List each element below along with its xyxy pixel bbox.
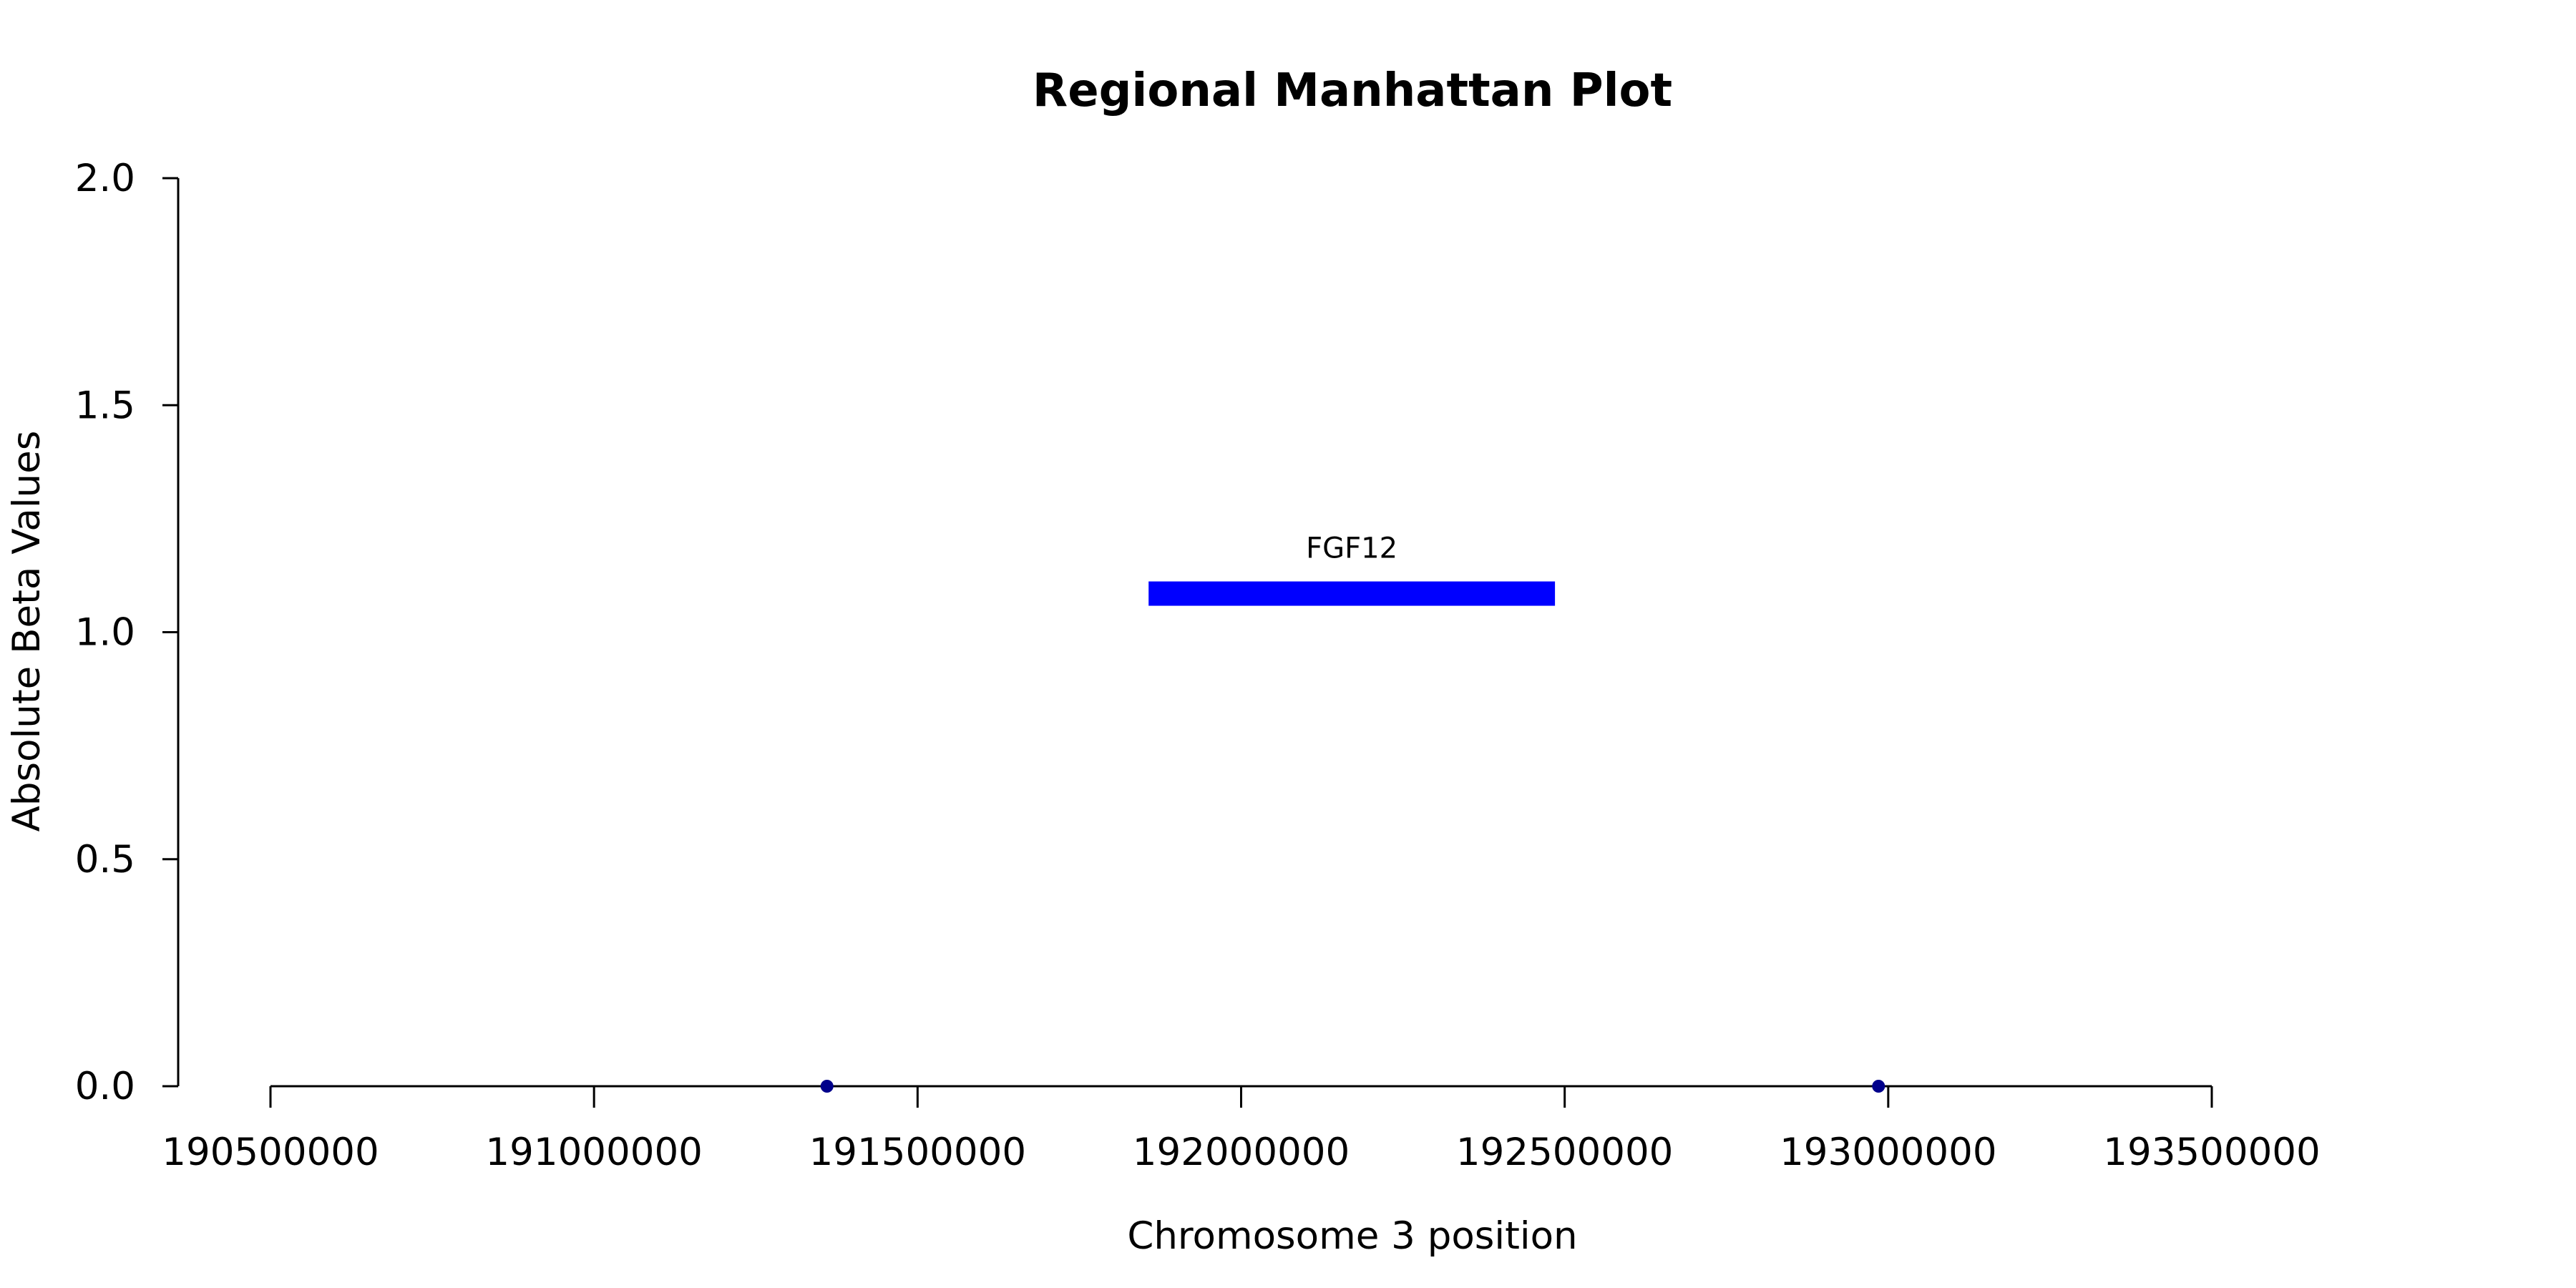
gene-bar xyxy=(1148,581,1556,606)
x-tick-label: 191500000 xyxy=(809,1131,1026,1174)
y-axis-label: Absolute Beta Values xyxy=(5,431,49,832)
data-points xyxy=(820,1080,1885,1093)
chart-title: Regional Manhattan Plot xyxy=(1033,64,1672,117)
data-point xyxy=(1872,1080,1885,1093)
y-tick-label: 1.0 xyxy=(75,611,135,655)
x-axis: 190500000 191000000 191500000 192000000 1925… xyxy=(162,1085,2321,1174)
x-tick-label: 193000000 xyxy=(1780,1131,1996,1174)
x-tick-label: 192000000 xyxy=(1133,1131,1350,1174)
x-axis-label: Chromosome 3 position xyxy=(1127,1214,1577,1258)
x-tick-label: 192500000 xyxy=(1456,1131,1673,1174)
data-point xyxy=(820,1080,834,1093)
x-tick-label: 193500000 xyxy=(2103,1131,2320,1174)
x-tick-label: 190500000 xyxy=(162,1131,379,1174)
y-axis: 0.0 0.5 1.0 1.5 2.0 xyxy=(75,157,180,1108)
y-tick-label: 0.0 xyxy=(75,1065,135,1108)
y-tick-label: 0.5 xyxy=(75,838,135,882)
y-tick-label: 1.5 xyxy=(75,384,135,427)
x-tick-label: 191000000 xyxy=(485,1131,702,1174)
gene-annotations: FGF12 xyxy=(1148,532,1556,606)
gene-label: FGF12 xyxy=(1306,532,1397,565)
y-tick-label: 2.0 xyxy=(75,157,135,200)
